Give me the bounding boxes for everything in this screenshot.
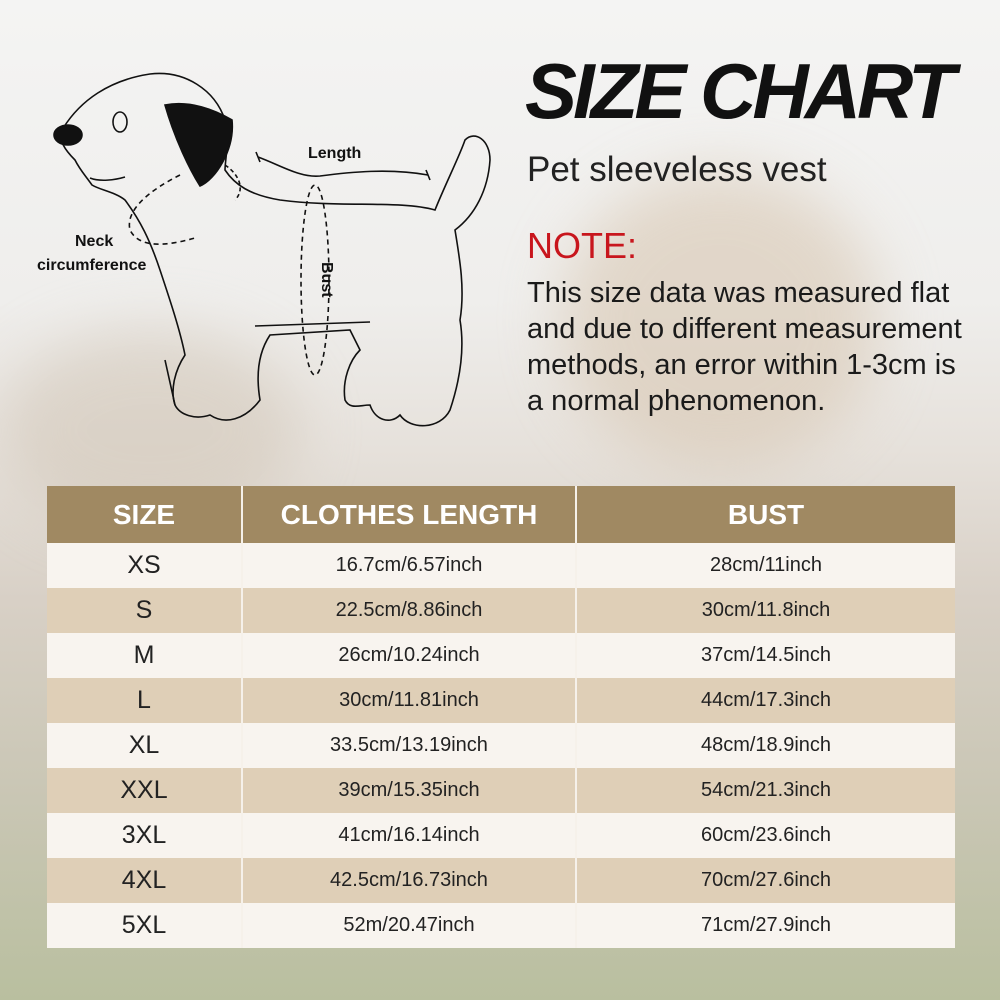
table-row: XL 33.5cm/13.19inch 48cm/18.9inch <box>47 723 955 768</box>
clothes-length-cell: 16.7cm/6.57inch <box>242 543 577 588</box>
dog-outline <box>60 72 491 427</box>
length-arrow <box>257 156 429 177</box>
size-cell: 4XL <box>47 858 243 903</box>
table-row: 4XL 42.5cm/16.73inch 70cm/27.6inch <box>47 858 955 903</box>
bust-cell: 71cm/27.9inch <box>576 903 955 948</box>
clothes-length-cell: 22.5cm/8.86inch <box>242 588 577 633</box>
bust-cell: 60cm/23.6inch <box>576 813 955 858</box>
column-header-clothes-length: CLOTHES LENGTH <box>242 486 577 543</box>
size-table: SIZE CLOTHES LENGTH BUST XS 16.7cm/6.57in… <box>47 486 955 948</box>
bust-cell: 54cm/21.3inch <box>576 768 955 813</box>
size-cell: S <box>47 588 243 633</box>
bust-label: Bust <box>318 262 335 298</box>
dog-nose <box>53 124 83 146</box>
note-text: This size data was measured flat and due… <box>527 277 962 417</box>
bust-measure-loop <box>300 184 330 376</box>
length-label: Length <box>308 145 362 162</box>
neck-measure-loop <box>128 174 196 245</box>
clothes-length-cell: 52m/20.47inch <box>242 903 577 948</box>
table-row: XS 16.7cm/6.57inch 28cm/11inch <box>47 543 955 588</box>
size-cell: XS <box>47 543 243 588</box>
table-row: 5XL 52m/20.47inch 71cm/27.9inch <box>47 903 955 948</box>
dog-front-leg-line <box>164 359 176 406</box>
circumference-label: circumference <box>37 257 147 274</box>
table-row: M 26cm/10.24inch 37cm/14.5inch <box>47 633 955 678</box>
dog-mouth <box>89 176 126 182</box>
dog-measurement-diagram <box>53 72 491 427</box>
bust-cell: 48cm/18.9inch <box>576 723 955 768</box>
bust-cell: 37cm/14.5inch <box>576 633 955 678</box>
table-header-row: SIZE CLOTHES LENGTH BUST <box>47 486 955 543</box>
column-header-size: SIZE <box>47 486 243 543</box>
page-title: SIZE CHART <box>525 47 956 135</box>
subtitle: Pet sleeveless vest <box>527 150 827 189</box>
bust-cell: 30cm/11.8inch <box>576 588 955 633</box>
size-cell: L <box>47 678 243 723</box>
size-cell: M <box>47 633 243 678</box>
table-row: L 30cm/11.81inch 44cm/17.3inch <box>47 678 955 723</box>
neck-label: Neck <box>75 233 114 250</box>
clothes-length-cell: 41cm/16.14inch <box>242 813 577 858</box>
clothes-length-cell: 26cm/10.24inch <box>242 633 577 678</box>
note-label: NOTE: <box>527 225 638 266</box>
clothes-length-cell: 42.5cm/16.73inch <box>242 858 577 903</box>
clothes-length-cell: 39cm/15.35inch <box>242 768 577 813</box>
bust-cell: 70cm/27.6inch <box>576 858 955 903</box>
dog-ear <box>163 102 234 187</box>
bust-cell: 28cm/11inch <box>576 543 955 588</box>
dog-eye <box>112 111 128 133</box>
size-cell: XL <box>47 723 243 768</box>
clothes-length-cell: 33.5cm/13.19inch <box>242 723 577 768</box>
dog-belly-line <box>254 321 371 327</box>
bust-cell: 44cm/17.3inch <box>576 678 955 723</box>
background-blur <box>560 170 880 470</box>
table-row: S 22.5cm/8.86inch 30cm/11.8inch <box>47 588 955 633</box>
size-cell: XXL <box>47 768 243 813</box>
table-row: 3XL 41cm/16.14inch 60cm/23.6inch <box>47 813 955 858</box>
size-cell: 5XL <box>47 903 243 948</box>
table-row: XXL 39cm/15.35inch 54cm/21.3inch <box>47 768 955 813</box>
size-cell: 3XL <box>47 813 243 858</box>
column-header-bust: BUST <box>576 486 955 543</box>
clothes-length-cell: 30cm/11.81inch <box>242 678 577 723</box>
